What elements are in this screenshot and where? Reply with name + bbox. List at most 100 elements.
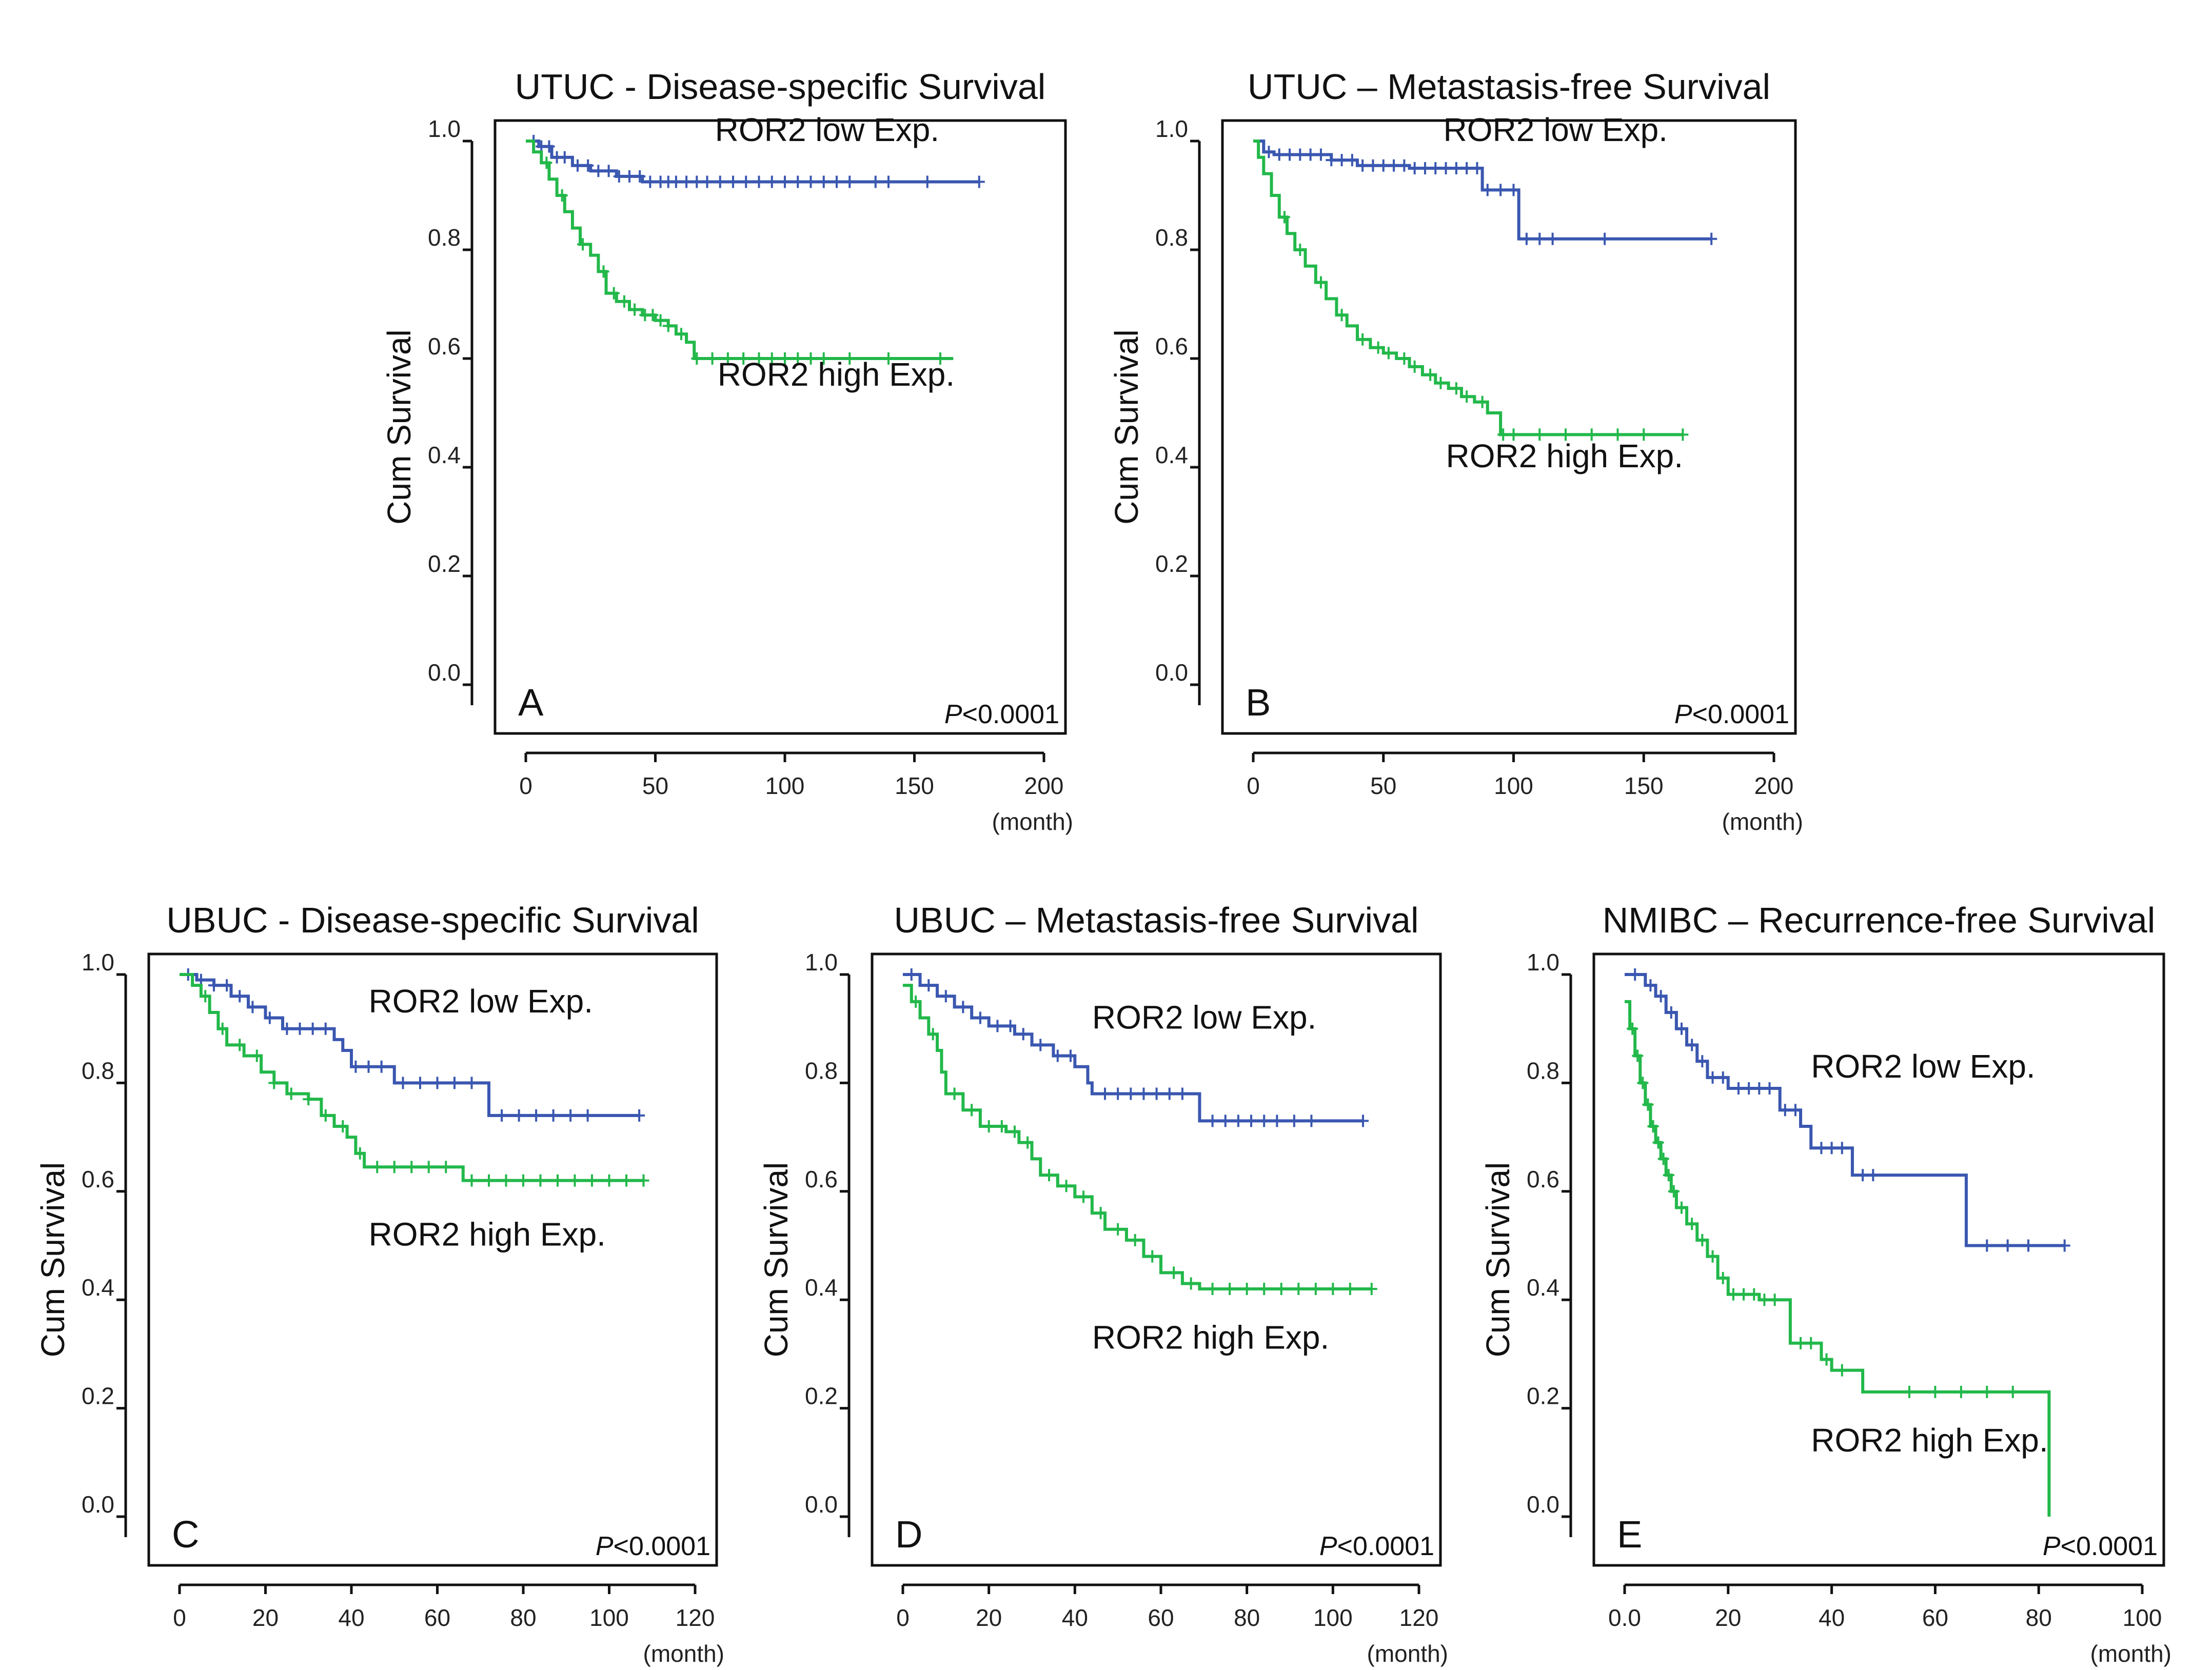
x-tick-label: 20 (976, 1604, 1002, 1631)
censor-mark (1388, 159, 1400, 172)
x-tick-label: 100 (1313, 1604, 1353, 1631)
censor-mark (221, 979, 233, 992)
censor-mark (624, 170, 635, 183)
censor-mark (598, 265, 609, 278)
censor-mark (1017, 1028, 1029, 1041)
censor-mark (483, 1174, 495, 1187)
x-tick-label: 100 (2123, 1604, 2162, 1631)
y-tick-label: 0.6 (1527, 1166, 1559, 1192)
censor-mark (530, 1109, 542, 1122)
censor-mark (577, 238, 589, 251)
censor-mark (1112, 1223, 1124, 1236)
censor-mark (543, 140, 555, 153)
censor-mark (320, 1022, 331, 1035)
plot-frame (1221, 119, 1797, 735)
censor-mark (1326, 154, 1337, 167)
x-unit-label: (month) (643, 1640, 724, 1667)
censor-mark (2023, 1239, 2035, 1252)
km-curve-high (526, 140, 954, 360)
censor-mark (1176, 1087, 1188, 1100)
y-tick-label: 0.4 (1527, 1274, 1559, 1301)
censor-mark (1665, 1006, 1677, 1019)
km-curve-low (903, 973, 1364, 1123)
censor-mark (1652, 1136, 1664, 1149)
y-tick-label: 0.6 (1155, 333, 1188, 360)
censor-mark (701, 175, 713, 188)
censor-mark (1717, 1071, 1729, 1084)
censor-mark (350, 1060, 362, 1073)
series-high: ROR2 high Exp. (903, 984, 1377, 1356)
panel-c: UBUC - Disease-specific Survival 0.0 0.2 0.… (34, 900, 724, 1667)
km-curve-low (1625, 973, 2065, 1247)
x-tick-label: 80 (2026, 1604, 2052, 1631)
curve-label-high: ROR2 high Exp. (718, 356, 955, 393)
y-tick-label: 0.8 (82, 1057, 114, 1084)
x-tick-label: 60 (1148, 1604, 1174, 1631)
censor-mark (1929, 1385, 1941, 1398)
censor-mark (766, 175, 778, 188)
censor-mark (1638, 428, 1650, 441)
censor-mark (1294, 148, 1306, 161)
censor-mark (406, 1161, 418, 1174)
y-tick-label: 0.0 (805, 1491, 838, 1518)
x-tick-label: 50 (1370, 772, 1396, 799)
censor-mark (535, 1174, 546, 1187)
censor-mark (662, 320, 674, 332)
x-tick-label: 150 (1624, 772, 1664, 799)
censor-mark (513, 1109, 525, 1122)
p-value-threshold: <0.0001 (962, 700, 1059, 729)
censor-mark (1275, 1283, 1287, 1296)
censor-mark (1078, 1190, 1090, 1203)
censor-mark (629, 303, 641, 316)
y-tick-label: 0.2 (1527, 1383, 1559, 1409)
censor-mark (556, 189, 568, 202)
censor-mark (844, 175, 856, 188)
censor-mark (1461, 162, 1473, 174)
censor-mark (1663, 1169, 1674, 1182)
x-tick-label: 40 (338, 1604, 364, 1631)
censor-mark (1743, 1082, 1755, 1095)
censor-mark (1586, 428, 1597, 441)
censor-mark (1903, 1385, 1915, 1398)
censor-mark (691, 352, 703, 365)
censor-mark (844, 352, 856, 365)
censor-mark (247, 1001, 259, 1013)
x-tick-label: 0.0 (1608, 1604, 1641, 1631)
censor-mark (294, 1022, 306, 1035)
censor-mark (1836, 1364, 1848, 1377)
censor-mark (1435, 376, 1447, 389)
censor-mark (1867, 1169, 1879, 1182)
x-tick-label: 80 (510, 1604, 536, 1631)
p-value-symbol: P (2043, 1532, 2061, 1561)
censor-mark (1168, 1266, 1180, 1279)
censor-mark (1637, 1077, 1649, 1089)
censor-mark (1677, 428, 1689, 441)
censor-mark (1367, 159, 1379, 172)
y-tick-label: 1.0 (1155, 115, 1188, 142)
censor-mark (1336, 154, 1348, 167)
censor-mark (440, 1161, 452, 1174)
series-high: ROR2 high Exp. (180, 973, 649, 1253)
y-tick-label: 0.0 (1527, 1491, 1559, 1518)
censor-mark (559, 151, 570, 164)
censor-mark (1357, 333, 1369, 346)
series-low: ROR2 low Exp. (1253, 111, 1717, 245)
censor-mark (753, 352, 765, 365)
censor-mark (714, 175, 726, 188)
censor-mark (376, 1060, 387, 1073)
censor-mark (1258, 1283, 1270, 1296)
x-tick-label: 120 (1399, 1604, 1439, 1631)
censor-mark (1727, 1288, 1739, 1301)
censor-mark (1826, 1142, 1838, 1155)
censor-mark (1508, 184, 1519, 196)
censor-mark (541, 156, 552, 169)
censor-mark (974, 1011, 986, 1024)
censor-mark (1398, 352, 1410, 365)
censor-mark (586, 1174, 598, 1187)
censor-mark (1738, 1288, 1750, 1301)
censor-mark (1482, 184, 1493, 196)
p-value-threshold: <0.0001 (1692, 700, 1789, 729)
censor-mark (706, 352, 718, 365)
curve-label-low: ROR2 low Exp. (369, 983, 593, 1020)
y-tick-label: 0.8 (428, 224, 461, 251)
